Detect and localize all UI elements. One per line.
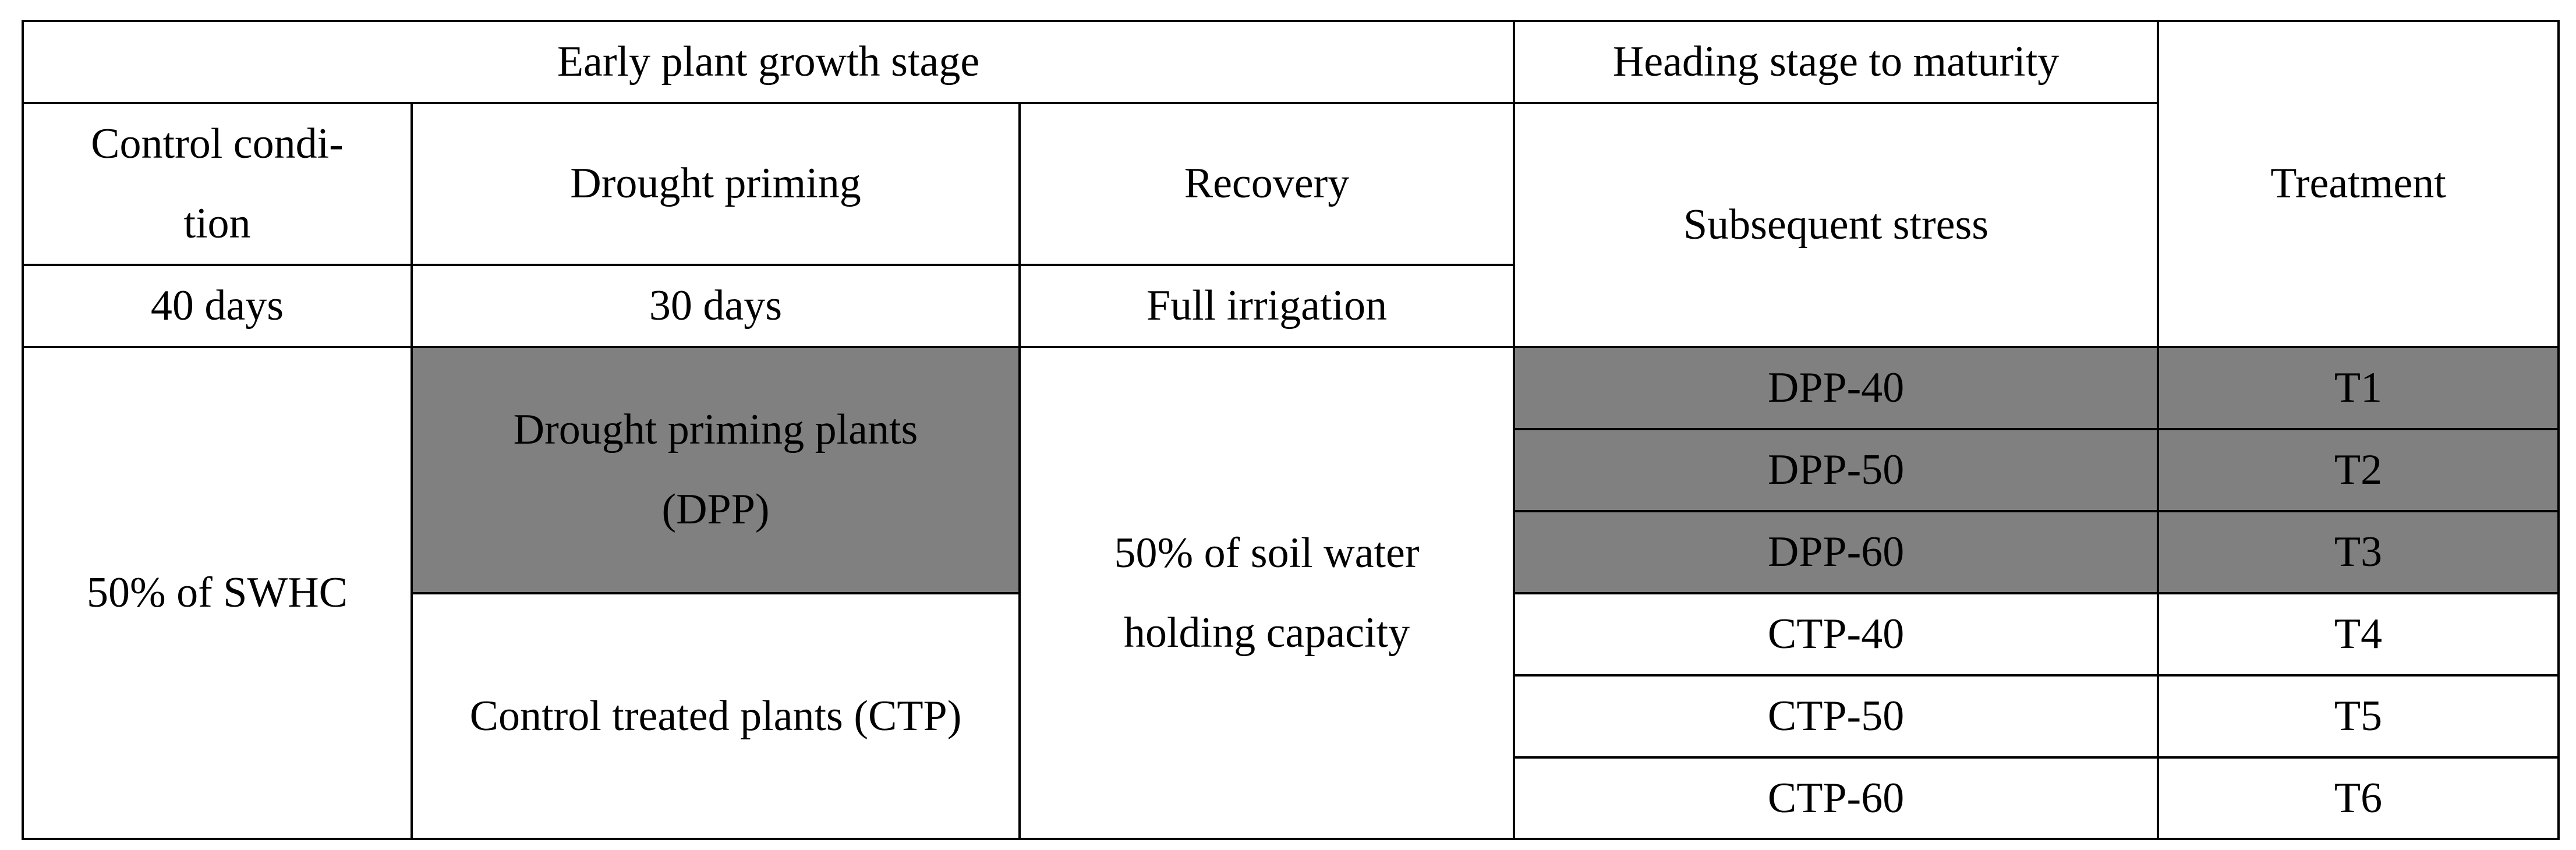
header-cell: Control condi-tion <box>22 102 413 266</box>
cell: T5 <box>2157 674 2560 759</box>
cell: T3 <box>2157 509 2560 594</box>
cell: T2 <box>2157 427 2560 512</box>
group-cell: Control treated plants (CTP) <box>411 592 1021 841</box>
duration-cell: 30 days <box>411 263 1021 348</box>
header-cell: Heading stage to maturity <box>1513 20 2160 104</box>
header-cell: Drought priming <box>411 102 1021 266</box>
cell: DPP-60 <box>1513 509 2160 594</box>
body-cell: 50% of SWHC <box>22 345 413 841</box>
recovery-text: 50% of soil water holding capacity <box>1114 529 1420 657</box>
header-cell: Treatment <box>2157 20 2560 348</box>
cell: T1 <box>2157 345 2560 430</box>
cell: CTP-40 <box>1513 592 2160 677</box>
group-text: Drought priming plants (DPP) <box>513 406 918 534</box>
header-cell: Subsequent stress <box>1513 102 2160 348</box>
cell: DPP-50 <box>1513 427 2160 512</box>
cell: DPP-40 <box>1513 345 2160 430</box>
body-cell: 50% of soil water holding capacity <box>1018 345 1516 841</box>
design-table: Early plant growth stage Heading stage t… <box>21 20 2560 841</box>
duration-cell: 40 days <box>22 263 413 348</box>
group-text: Control treated plants (CTP) <box>469 692 962 740</box>
cell: CTP-60 <box>1513 756 2160 841</box>
cell: CTP-50 <box>1513 674 2160 759</box>
group-cell: Drought priming plants (DPP) <box>411 345 1021 594</box>
duration-cell: Full irrigation <box>1018 263 1516 348</box>
cell: T6 <box>2157 756 2560 841</box>
header-cell: Recovery <box>1018 102 1516 266</box>
header-text: Control condi-tion <box>91 120 344 247</box>
header-cell: Early plant growth stage <box>21 20 1516 104</box>
cell: T4 <box>2157 592 2560 677</box>
